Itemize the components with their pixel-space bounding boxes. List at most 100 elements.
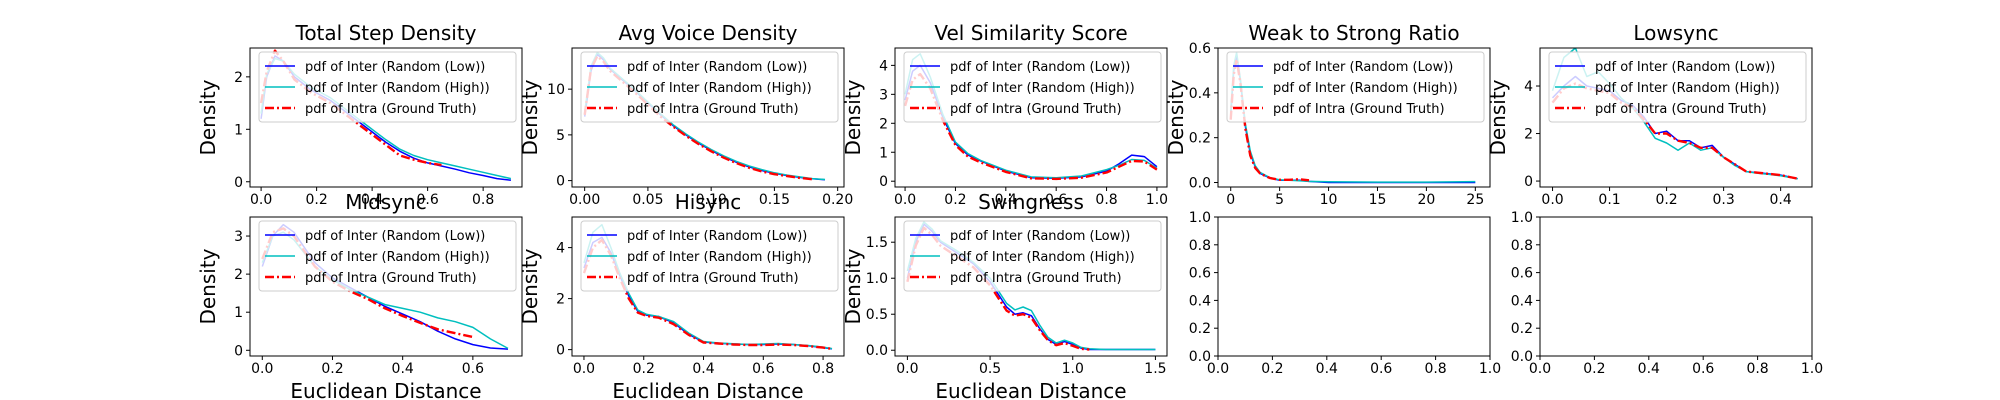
chart-title: Hisync	[675, 190, 742, 214]
y-axis-label: Density	[1486, 79, 1510, 155]
y-tick-label: 5	[556, 128, 565, 144]
y-tick-label: 0.6	[1189, 266, 1211, 282]
subplot-hisync: 0.0 0.2 0.4 0.6 0.8 0 2 4 Hisync Density Euclidean…	[518, 190, 845, 400]
axes-frame	[894, 216, 1168, 357]
y-axis-label: Density	[841, 248, 865, 324]
x-tick-label: 0.6	[1045, 192, 1067, 208]
subplot-lowsync: 0.0 0.1 0.2 0.3 0.4 0 2 4 Lowsync Density pdf of I…	[1486, 21, 1813, 208]
x-tick-label: 0.4	[392, 361, 414, 377]
x-tick-label: 0.8	[1746, 361, 1768, 377]
legend-label-1: pdf of Inter (Random (Low))	[1595, 60, 1775, 75]
y-axis-label: Density	[518, 248, 542, 324]
x-tick-label: 0.6	[1370, 361, 1392, 377]
legend: pdf of Inter (Random (Low)) pdf of Inter …	[1548, 51, 1807, 123]
y-tick-label: 0.0	[866, 343, 888, 359]
chart-title: Midsync	[345, 190, 426, 214]
legend: pdf of Inter (Random (Low)) pdf of Inter …	[903, 51, 1162, 123]
legend-label-3: pdf of Intra (Ground Truth)	[305, 102, 477, 117]
y-axis-label: Density	[841, 79, 865, 155]
legend-frame	[1226, 51, 1485, 123]
chart-title: Avg Voice Density	[618, 21, 797, 45]
x-axis-label: Euclidean Distance	[612, 379, 803, 400]
legend-label-3: pdf of Intra (Ground Truth)	[627, 102, 799, 117]
y-tick-label: 1.0	[1511, 210, 1533, 226]
legend-label-1: pdf of Inter (Random (Low))	[950, 60, 1130, 75]
axes-frame	[571, 47, 845, 188]
x-tick-label: 1.0	[1062, 361, 1084, 377]
y-tick-label: 2	[556, 292, 565, 308]
x-tick-label: 0.2	[1261, 361, 1283, 377]
chart-title: Total Step Density	[295, 21, 477, 45]
series-line-3	[1551, 82, 1798, 180]
y-tick-label: 0.2	[1511, 321, 1533, 337]
legend-label-3: pdf of Intra (Ground Truth)	[305, 271, 477, 286]
x-tick-label: 0.0	[896, 361, 918, 377]
y-tick-label: 0.4	[1189, 86, 1211, 102]
x-tick-label: 0.0	[894, 192, 916, 208]
y-tick-label: 1.5	[866, 235, 888, 251]
y-tick-label: 4	[556, 241, 565, 257]
legend-frame	[1548, 51, 1807, 123]
x-tick-label: 0.8	[1424, 361, 1446, 377]
y-axis-label: Density	[518, 79, 542, 155]
legend-label-3: pdf of Intra (Ground Truth)	[1595, 102, 1767, 117]
chart-title: Weak to Strong Ratio	[1248, 21, 1459, 45]
axes-frame	[249, 47, 523, 188]
y-tick-label: 10	[547, 82, 565, 98]
x-tick-label: 1.0	[1479, 361, 1501, 377]
subplot-avg-voice-density: 0.00 0.05 0.10 0.15 0.20 0 5 10 Avg Voice Densit…	[518, 21, 853, 208]
y-tick-label: 1.0	[1189, 210, 1211, 226]
x-tick-label: 1.0	[1146, 192, 1168, 208]
x-tick-label: 0.10	[696, 192, 727, 208]
series-line-3	[261, 227, 474, 339]
legend-frame	[580, 51, 839, 123]
legend-label-2: pdf of Inter (Random (High))	[627, 250, 812, 265]
chart-title: Swingness	[978, 190, 1084, 214]
x-tick-label: 0.0	[573, 361, 595, 377]
axes-frame	[1539, 216, 1813, 357]
x-tick-label: 1.0	[1801, 361, 1823, 377]
legend-label-1: pdf of Inter (Random (Low))	[305, 229, 485, 244]
x-tick-label: 25	[1466, 192, 1484, 208]
legend-label-3: pdf of Intra (Ground Truth)	[950, 271, 1122, 286]
x-tick-label: 15	[1369, 192, 1387, 208]
x-tick-label: 0.4	[1316, 361, 1338, 377]
x-tick-label: 0.6	[1692, 361, 1714, 377]
y-tick-label: 2	[879, 116, 888, 132]
x-tick-label: 0.4	[1770, 192, 1792, 208]
x-tick-label: 0.4	[995, 192, 1017, 208]
y-tick-label: 0.4	[1511, 293, 1533, 309]
x-tick-label: 0.1	[1598, 192, 1620, 208]
x-tick-label: 0.3	[1712, 192, 1734, 208]
x-tick-label: 0.8	[1095, 192, 1117, 208]
y-tick-label: 0.8	[1189, 238, 1211, 254]
x-tick-label: 0.0	[1541, 192, 1563, 208]
legend: pdf of Inter (Random (Low)) pdf of Inter …	[580, 51, 839, 123]
y-tick-label: 0	[879, 174, 888, 190]
y-tick-label: 0.2	[1189, 131, 1211, 147]
legend: pdf of Inter (Random (Low)) pdf of Inter …	[258, 51, 517, 123]
y-tick-label: 1	[234, 305, 243, 321]
y-tick-label: 0.0	[1189, 349, 1211, 365]
x-tick-label: 0.2	[305, 192, 327, 208]
y-tick-label: 3	[234, 229, 243, 245]
legend-label-3: pdf of Intra (Ground Truth)	[627, 271, 799, 286]
y-tick-label: 2	[234, 267, 243, 283]
x-tick-label: 0.2	[321, 361, 343, 377]
legend-label-1: pdf of Inter (Random (Low))	[950, 229, 1130, 244]
legend-label-2: pdf of Inter (Random (High))	[305, 250, 490, 265]
y-tick-label: 2	[1524, 127, 1533, 143]
legend: pdf of Inter (Random (Low)) pdf of Inter …	[903, 220, 1162, 292]
chart-title: Vel Similarity Score	[934, 21, 1127, 45]
x-tick-label: 0.4	[361, 192, 383, 208]
y-tick-label: 0	[234, 175, 243, 191]
x-tick-label: 0.05	[632, 192, 663, 208]
x-axis-label: Euclidean Distance	[290, 379, 481, 400]
subplot-weak-to-strong-ratio: 0 5 10 15 20 25 0.0 0.2 0.4 0.6 Weak to Strong Rat…	[1164, 21, 1491, 208]
x-tick-label: 0.2	[1583, 361, 1605, 377]
x-tick-label: 0.2	[944, 192, 966, 208]
x-tick-label: 0.20	[822, 192, 853, 208]
x-tick-label: 0.00	[569, 192, 600, 208]
y-tick-label: 4	[1524, 79, 1533, 95]
chart-title: Lowsync	[1633, 21, 1718, 45]
